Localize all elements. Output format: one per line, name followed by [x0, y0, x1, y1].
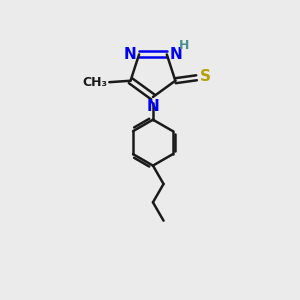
- Text: N: N: [169, 47, 182, 62]
- Text: N: N: [147, 99, 159, 114]
- Text: N: N: [124, 47, 137, 62]
- Text: CH₃: CH₃: [82, 76, 107, 89]
- Text: S: S: [200, 69, 211, 84]
- Text: H: H: [179, 39, 190, 52]
